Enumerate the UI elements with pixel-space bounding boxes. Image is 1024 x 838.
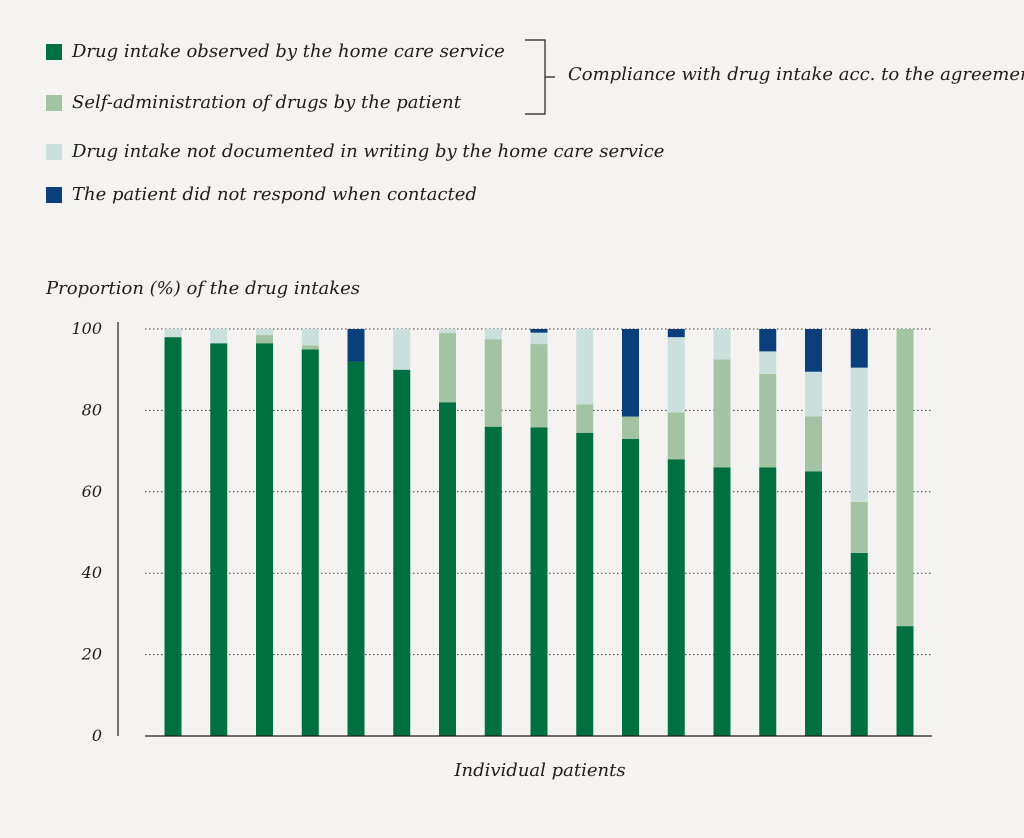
bar-segment-10-series-2 [576, 404, 594, 433]
patient-bar-12 [667, 329, 685, 736]
y-axis-title: Proportion (%) of the drug intakes [46, 278, 361, 299]
bar-segment-11-series-1 [622, 438, 639, 736]
bar-segment-16-series-4 [850, 329, 868, 368]
y-tick-label-0: 0 [92, 726, 102, 745]
bar-segment-9-series-3 [530, 332, 548, 345]
legend-item-self-administration: Self-administration of drugs by the pati… [46, 92, 461, 113]
bar-segment-14-series-3 [759, 351, 777, 374]
bar-segment-5-series-4 [347, 329, 365, 362]
bars [164, 329, 914, 736]
patient-bar-6 [393, 329, 411, 736]
legend-swatch-observed [46, 43, 62, 60]
y-tick-label-80: 80 [82, 400, 102, 419]
bar-segment-8-series-3 [484, 329, 502, 340]
bar-segment-13-series-1 [713, 467, 731, 736]
y-tick-label-60: 60 [82, 482, 102, 501]
bar-segment-11-series-2 [622, 416, 639, 439]
bar-segment-16-series-3 [850, 367, 868, 502]
y-tick-label-40: 40 [81, 563, 102, 582]
bar-segment-15-series-3 [805, 371, 822, 417]
legend-label-observed: Drug intake observed by the home care se… [72, 41, 505, 62]
bar-segment-17-series-2 [896, 329, 914, 627]
bar-segment-1-series-1 [164, 337, 182, 736]
bar-segment-9-series-4 [530, 329, 548, 333]
bar-segment-2-series-3 [210, 329, 228, 344]
bar-segment-12-series-1 [667, 459, 685, 736]
bar-segment-4-series-1 [301, 349, 319, 736]
bar-segment-16-series-1 [850, 552, 868, 736]
y-tick-label-100: 100 [71, 319, 102, 338]
bar-segment-7-series-2 [439, 333, 456, 403]
patient-bar-16 [850, 329, 868, 736]
bar-segment-12-series-3 [667, 337, 685, 413]
patient-bar-15 [805, 329, 822, 736]
legend-swatch-not-documented [46, 143, 62, 160]
patient-bar-7 [439, 329, 456, 736]
bar-segment-15-series-1 [805, 471, 822, 736]
bar-segment-5-series-1 [347, 361, 365, 736]
bar-segment-15-series-4 [805, 329, 822, 372]
bar-segment-6-series-3 [393, 329, 411, 370]
bar-segment-3-series-3 [256, 329, 273, 336]
bar-segment-8-series-2 [484, 339, 502, 427]
bar-segment-8-series-1 [484, 426, 502, 736]
bar-segment-4-series-2 [301, 345, 319, 350]
legend-item-observed: Drug intake observed by the home care se… [46, 41, 505, 62]
patient-bar-10 [576, 329, 594, 736]
y-axis-ticks: 0 20 40 60 80 100 [71, 319, 102, 745]
patient-bar-3 [256, 329, 273, 736]
bar-segment-16-series-2 [850, 501, 868, 553]
bar-segment-4-series-3 [301, 329, 319, 346]
compliance-brace-label: Compliance with drug intake acc. to the … [568, 64, 1024, 85]
patient-bar-13 [713, 329, 731, 736]
patient-bar-2 [210, 329, 228, 736]
legend-swatch-no-response [46, 186, 62, 203]
legend-swatch-self-administration [46, 94, 62, 111]
bar-segment-14-series-1 [759, 467, 777, 736]
bar-segment-12-series-4 [667, 329, 685, 338]
bar-segment-13-series-3 [713, 329, 731, 360]
patient-bar-11 [622, 329, 639, 736]
bar-segment-15-series-2 [805, 416, 822, 472]
bar-segment-17-series-1 [896, 626, 914, 736]
patient-bar-14 [759, 329, 777, 736]
patient-bar-5 [347, 329, 365, 736]
patient-bar-1 [164, 329, 182, 736]
bar-segment-7-series-1 [439, 402, 456, 736]
bar-segment-2-series-1 [210, 343, 228, 736]
legend-item-not-documented: Drug intake not documented in writing by… [46, 141, 664, 162]
bar-segment-3-series-2 [256, 335, 273, 344]
bar-segment-7-series-3 [439, 329, 456, 334]
legend-label-no-response: The patient did not respond when contact… [72, 184, 477, 205]
legend-label-self-administration: Self-administration of drugs by the pati… [72, 92, 461, 113]
y-tick-label-20: 20 [81, 645, 102, 664]
bar-segment-13-series-2 [713, 359, 731, 468]
x-axis-title: Individual patients [454, 760, 626, 781]
bar-segment-10-series-1 [576, 432, 594, 736]
bar-segment-9-series-2 [530, 344, 548, 428]
bar-segment-10-series-3 [576, 329, 594, 405]
bar-segment-6-series-1 [393, 369, 411, 736]
compliance-brace [525, 39, 555, 115]
bar-segment-14-series-2 [759, 373, 777, 468]
bar-segment-12-series-2 [667, 412, 685, 460]
patient-bar-17 [896, 329, 914, 736]
legend-label-not-documented: Drug intake not documented in writing by… [72, 141, 665, 162]
bar-segment-9-series-1 [530, 427, 548, 736]
patient-bar-8 [484, 329, 502, 736]
patient-bar-9 [530, 329, 548, 736]
legend-item-no-response: The patient did not respond when contact… [46, 184, 477, 205]
bar-segment-1-series-3 [164, 329, 182, 338]
bar-segment-11-series-4 [622, 329, 639, 417]
patient-bar-4 [301, 329, 319, 736]
bar-segment-14-series-4 [759, 329, 777, 352]
bar-segment-3-series-1 [256, 343, 273, 736]
